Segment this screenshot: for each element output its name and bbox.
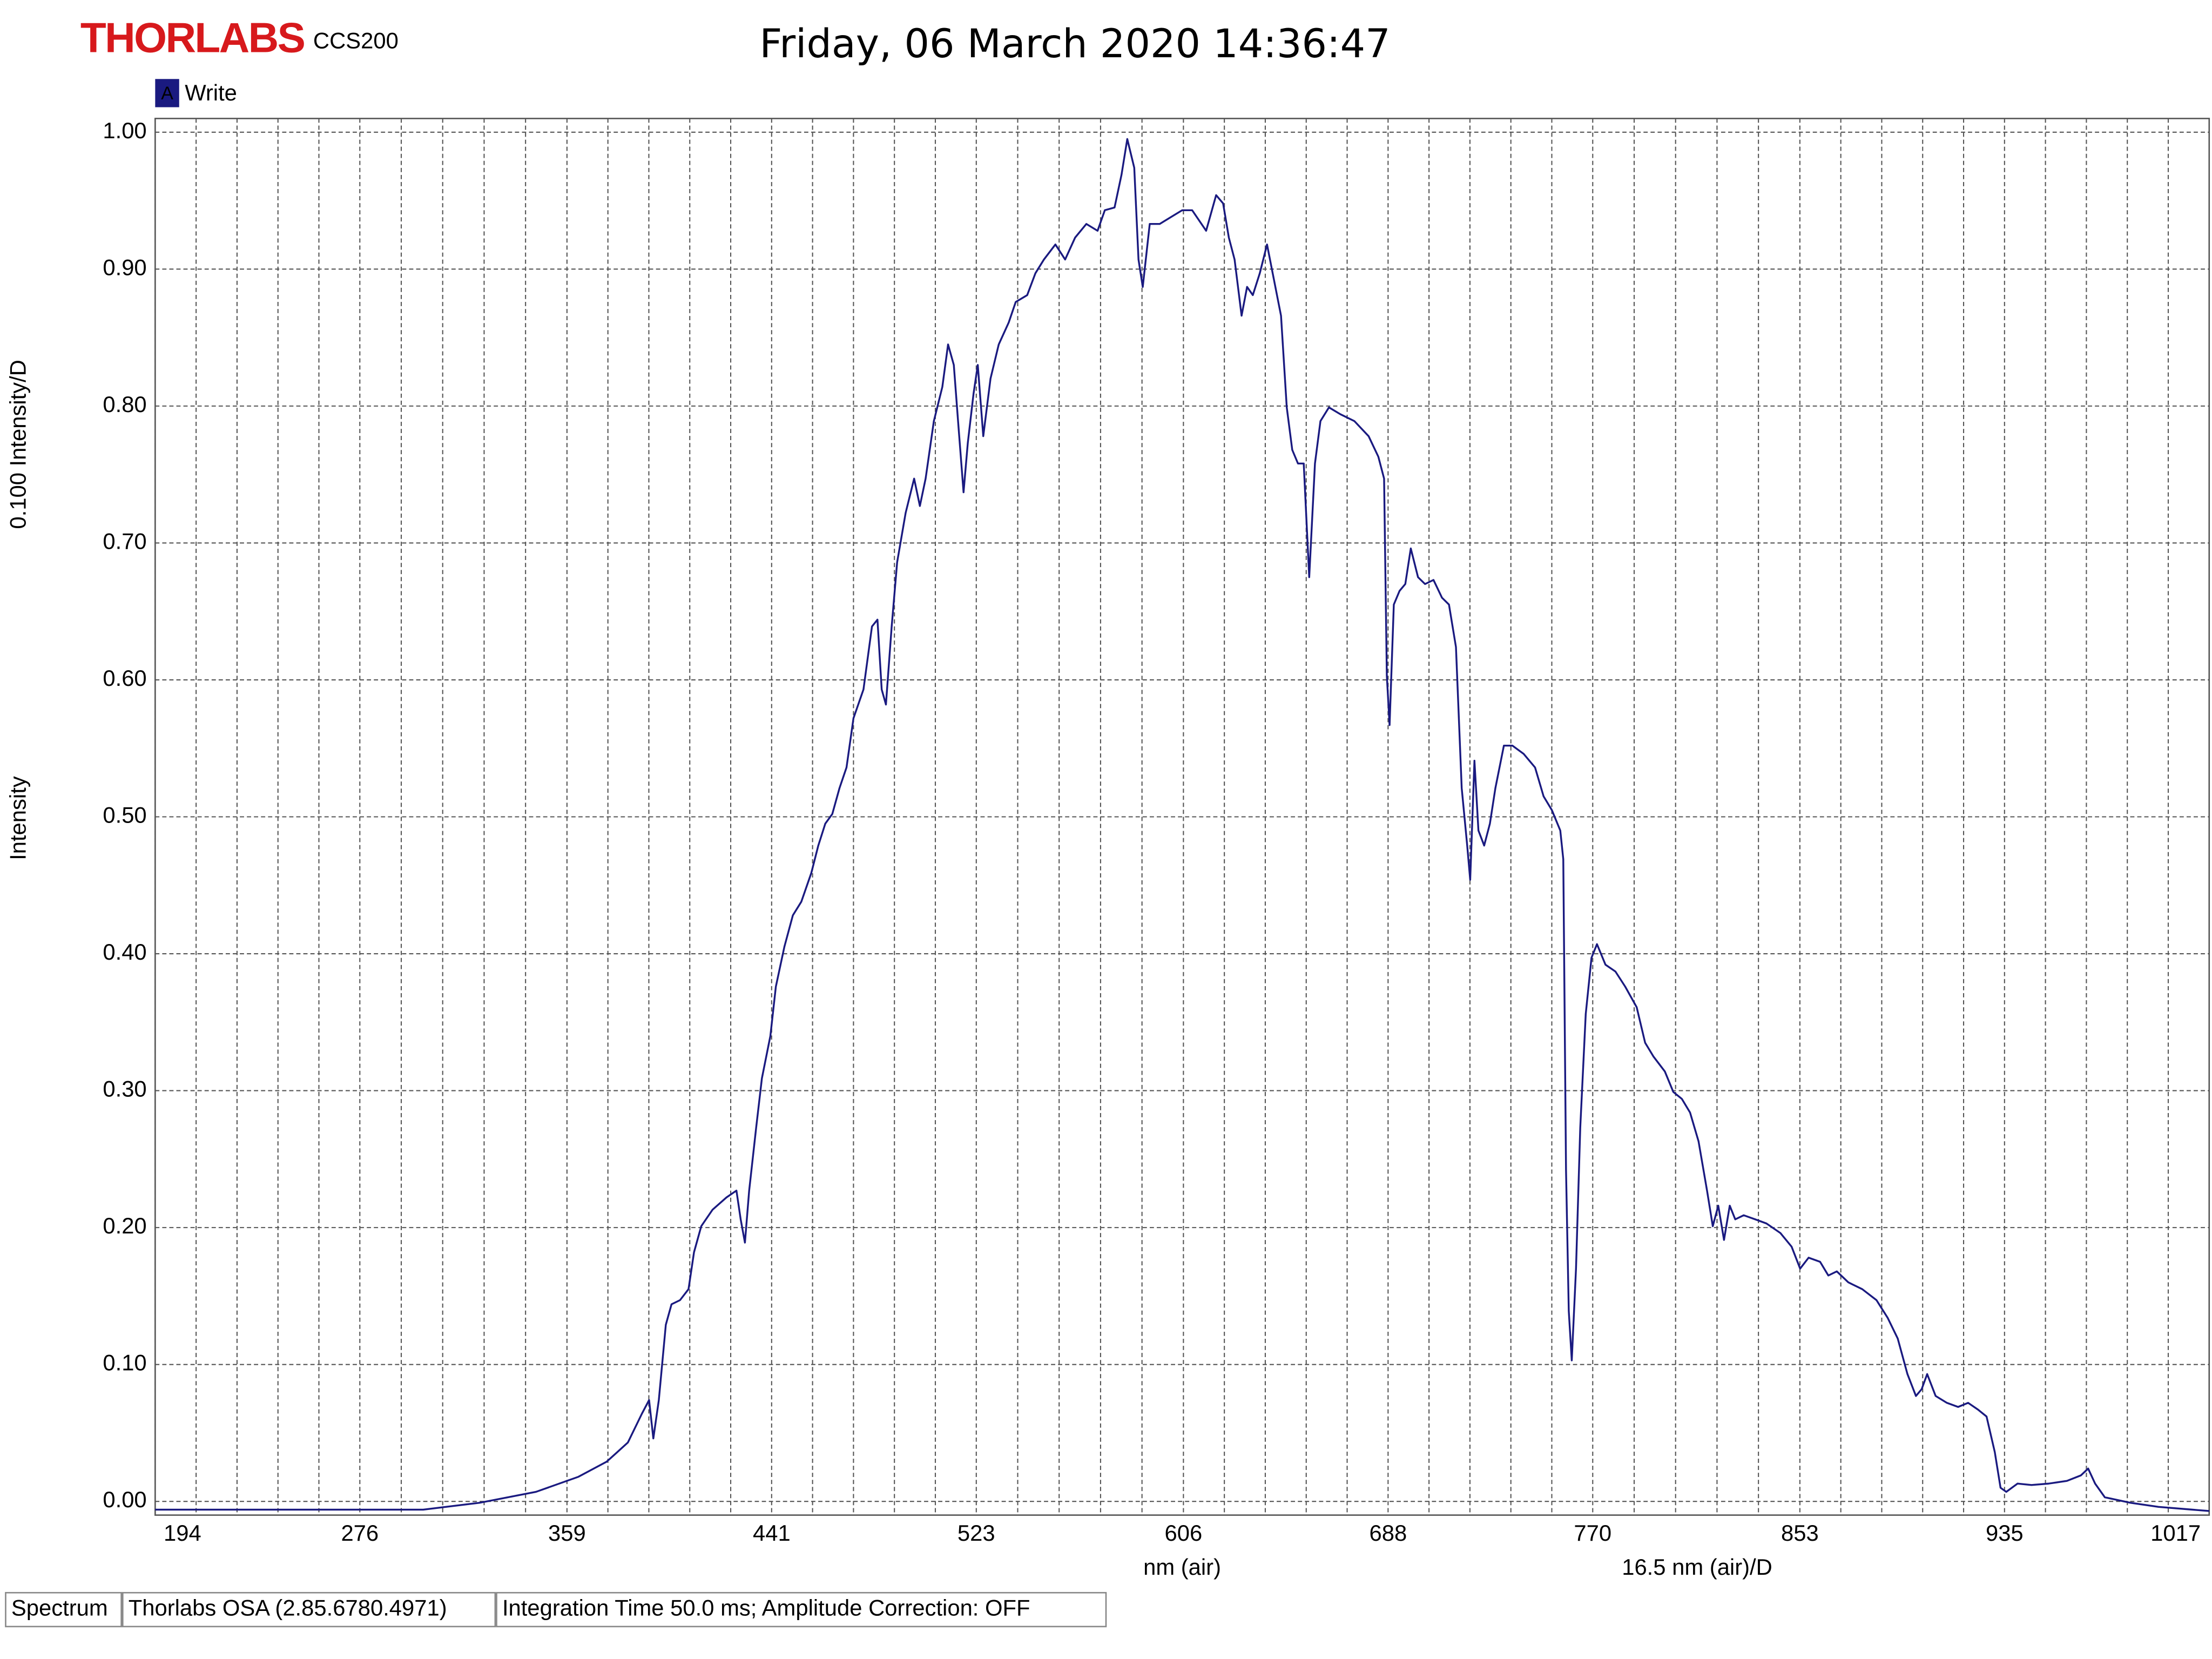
status-cell xyxy=(5,1591,122,1628)
model: CCS200 xyxy=(313,28,399,53)
status-bar: Spectrum Thorlabs OSA (2.85.6780.4971) I… xyxy=(5,1591,1107,1628)
x-tick-label: 770 xyxy=(1574,1520,1611,1546)
y-tick-label: 0.90 xyxy=(103,254,146,280)
x-tick-label: 359 xyxy=(548,1520,586,1546)
brand: THORLABS xyxy=(80,14,305,61)
y-div-label: 0.100 Intensity/D xyxy=(5,360,31,529)
y-axis-label: Intensity xyxy=(5,776,31,860)
x-tick-label: 1017 xyxy=(2150,1520,2201,1546)
legend-tag: A xyxy=(161,83,173,104)
x-tick-label: 441 xyxy=(753,1520,791,1546)
spectrum-line xyxy=(155,138,2209,1512)
x-tick-label: 853 xyxy=(1781,1520,1819,1546)
plot-frame xyxy=(154,118,2210,1516)
status-cell xyxy=(496,1591,1107,1628)
y-tick-label: 0.50 xyxy=(103,802,146,828)
x-div-label: 16.5 nm (air)/D xyxy=(1622,1554,1772,1580)
y-tick-label: 0.40 xyxy=(103,939,146,965)
status-text: Spectrum xyxy=(11,1595,108,1621)
legend-swatch xyxy=(155,79,179,107)
y-tick-label: 0.10 xyxy=(103,1350,146,1375)
y-tick-label: 0.30 xyxy=(103,1076,146,1102)
x-tick-label: 276 xyxy=(341,1520,379,1546)
x-tick-label: 523 xyxy=(957,1520,995,1546)
x-axis-label: nm (air) xyxy=(1143,1554,1221,1580)
status-text: Thorlabs OSA (2.85.6780.4971) xyxy=(129,1595,447,1621)
y-tick-label: 0.20 xyxy=(103,1213,146,1238)
x-tick-label: 935 xyxy=(1986,1520,2024,1546)
y-tick-label: 0.70 xyxy=(103,528,146,554)
y-tick-label: 0.00 xyxy=(103,1487,146,1512)
y-tick-label: 0.60 xyxy=(103,665,146,691)
y-tick-label: 0.80 xyxy=(103,392,146,417)
status-text: Integration Time 50.0 ms; Amplitude Corr… xyxy=(502,1595,1030,1621)
status-cell xyxy=(122,1591,496,1628)
chart-title: Friday, 06 March 2020 14:36:47 xyxy=(759,21,1390,67)
y-tick-label: 1.00 xyxy=(103,118,146,143)
x-tick-label: 194 xyxy=(164,1520,201,1546)
x-tick-label: 688 xyxy=(1369,1520,1407,1546)
legend-label[interactable]: Write xyxy=(185,80,237,105)
x-tick-label: 606 xyxy=(1165,1520,1203,1546)
